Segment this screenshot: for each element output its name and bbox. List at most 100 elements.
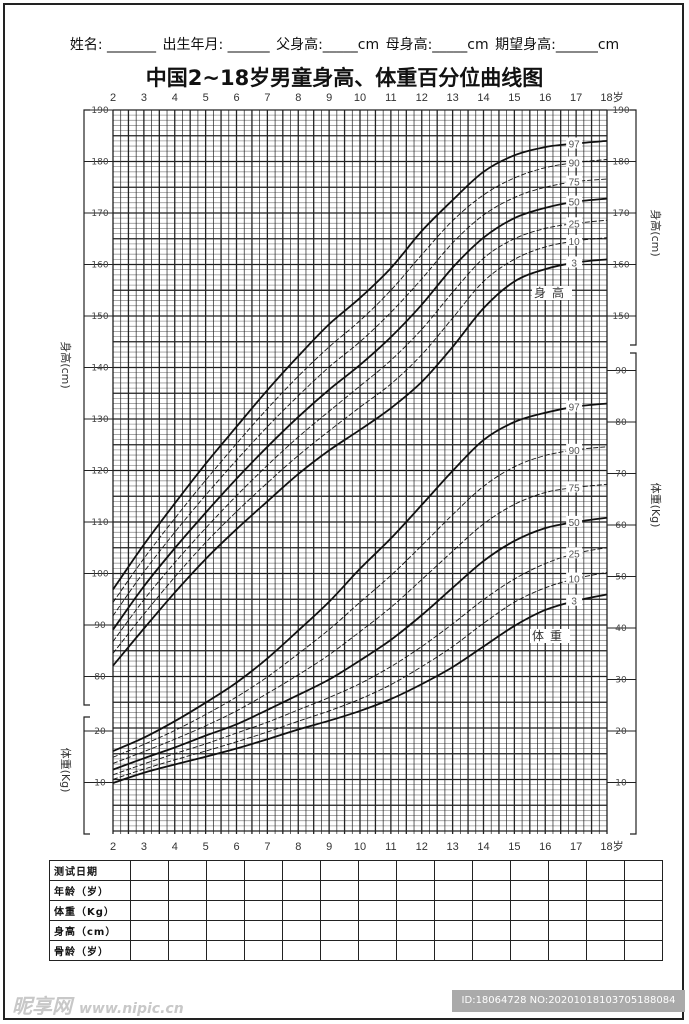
table-cell[interactable] [434, 920, 473, 941]
table-cell[interactable] [206, 860, 245, 881]
age-tick-label: 5 [203, 841, 209, 853]
table-cell[interactable] [244, 860, 283, 881]
table-cell[interactable] [206, 940, 245, 961]
table-cell[interactable] [624, 860, 663, 881]
table-cell[interactable] [472, 880, 511, 901]
table-cell[interactable] [320, 900, 359, 921]
weight-axis-title-left: 体重(Kg) [59, 748, 73, 793]
table-cell[interactable] [244, 940, 283, 961]
age-tick-label: 10 [354, 841, 366, 853]
growth-chart: 80 90 100 110 120 130 140 150 160 170 180 190 150 160… [59, 90, 663, 853]
table-cell[interactable] [434, 860, 473, 881]
table-cell[interactable] [396, 940, 435, 961]
table-cell[interactable] [130, 900, 169, 921]
table-cell[interactable] [358, 900, 397, 921]
table-cell[interactable] [586, 940, 625, 961]
table-cell[interactable] [130, 860, 169, 881]
height-percentile-label: 10 [569, 237, 581, 248]
table-cell[interactable] [168, 940, 207, 961]
table-cell[interactable] [320, 860, 359, 881]
weight-curve-p25 [112, 547, 608, 776]
table-cell[interactable] [168, 880, 207, 901]
table-cell[interactable] [510, 900, 549, 921]
table-cell[interactable] [624, 920, 663, 941]
table-cell[interactable] [320, 880, 359, 901]
height-tick-left: 160 [91, 261, 108, 271]
table-cell[interactable] [282, 880, 321, 901]
height-percentile-label: 90 [569, 159, 581, 170]
table-cell[interactable] [130, 920, 169, 941]
table-cell[interactable] [624, 880, 663, 901]
table-cell[interactable] [244, 900, 283, 921]
table-cell[interactable] [168, 900, 207, 921]
table-cell[interactable] [472, 900, 511, 921]
age-tick-label: 16 [539, 841, 551, 853]
label-bg [566, 156, 583, 168]
height-tick-left: 170 [91, 209, 108, 219]
table-cell[interactable] [510, 880, 549, 901]
table-cell[interactable] [472, 860, 511, 881]
table-cell[interactable] [320, 920, 359, 941]
weight-curve-p50 [112, 516, 608, 771]
label-bg [566, 443, 583, 455]
table-cell[interactable] [396, 860, 435, 881]
label-bg [566, 572, 583, 584]
table-cell[interactable] [586, 880, 625, 901]
age-tick-label: 2 [110, 841, 116, 853]
table-cell[interactable] [206, 920, 245, 941]
table-cell[interactable] [282, 860, 321, 881]
table-cell[interactable] [434, 940, 473, 961]
table-cell[interactable] [548, 920, 587, 941]
table-cell[interactable] [206, 880, 245, 901]
weight-percentile-label: 75 [569, 483, 581, 494]
table-cell[interactable] [282, 920, 321, 941]
table-cell[interactable] [358, 880, 397, 901]
weight-curves-label: 体重 [532, 629, 568, 643]
table-cell[interactable] [548, 940, 587, 961]
table-cell[interactable] [206, 900, 245, 921]
table-cell[interactable] [586, 920, 625, 941]
table-cell[interactable] [434, 900, 473, 921]
table-cell[interactable] [624, 900, 663, 921]
height-tick-left: 150 [91, 312, 108, 322]
table-cell[interactable] [548, 900, 587, 921]
table-cell[interactable] [358, 940, 397, 961]
table-cell[interactable] [320, 940, 359, 961]
table-cell[interactable] [510, 920, 549, 941]
table-cell[interactable] [396, 900, 435, 921]
expected-height-field[interactable]: 期望身高:______cm [495, 37, 620, 53]
name-field[interactable]: 姓名: _______ [69, 37, 156, 53]
table-cell[interactable] [472, 920, 511, 941]
birth-date-field[interactable]: 出生年月: ______ [162, 37, 270, 53]
height-tick-left: 80 [94, 673, 106, 683]
table-cell[interactable] [168, 920, 207, 941]
father-height-field[interactable]: 父身高:_____cm [276, 37, 380, 53]
table-cell[interactable] [548, 860, 587, 881]
table-cell[interactable] [244, 920, 283, 941]
height-curve-p50 [112, 197, 608, 631]
table-cell[interactable] [396, 920, 435, 941]
table-cell[interactable] [130, 880, 169, 901]
table-cell[interactable] [130, 940, 169, 961]
table-cell[interactable] [548, 880, 587, 901]
height-tick-left: 180 [91, 158, 108, 168]
table-cell[interactable] [586, 860, 625, 881]
height-curve-p10 [112, 237, 608, 654]
table-cell[interactable] [168, 860, 207, 881]
table-cell[interactable] [396, 880, 435, 901]
table-cell[interactable] [282, 940, 321, 961]
mother-height-field[interactable]: 母身高:_____cm [385, 37, 489, 53]
table-cell[interactable] [282, 900, 321, 921]
age-tick-label: 3 [141, 841, 147, 853]
table-cell[interactable] [358, 860, 397, 881]
table-cell[interactable] [434, 880, 473, 901]
table-cell[interactable] [472, 940, 511, 961]
table-cell[interactable] [510, 940, 549, 961]
weight-tick-right: 20 [615, 727, 627, 737]
label-bg [566, 234, 583, 246]
table-cell[interactable] [358, 920, 397, 941]
table-cell[interactable] [624, 940, 663, 961]
table-cell[interactable] [244, 880, 283, 901]
table-cell[interactable] [510, 860, 549, 881]
table-cell[interactable] [586, 900, 625, 921]
